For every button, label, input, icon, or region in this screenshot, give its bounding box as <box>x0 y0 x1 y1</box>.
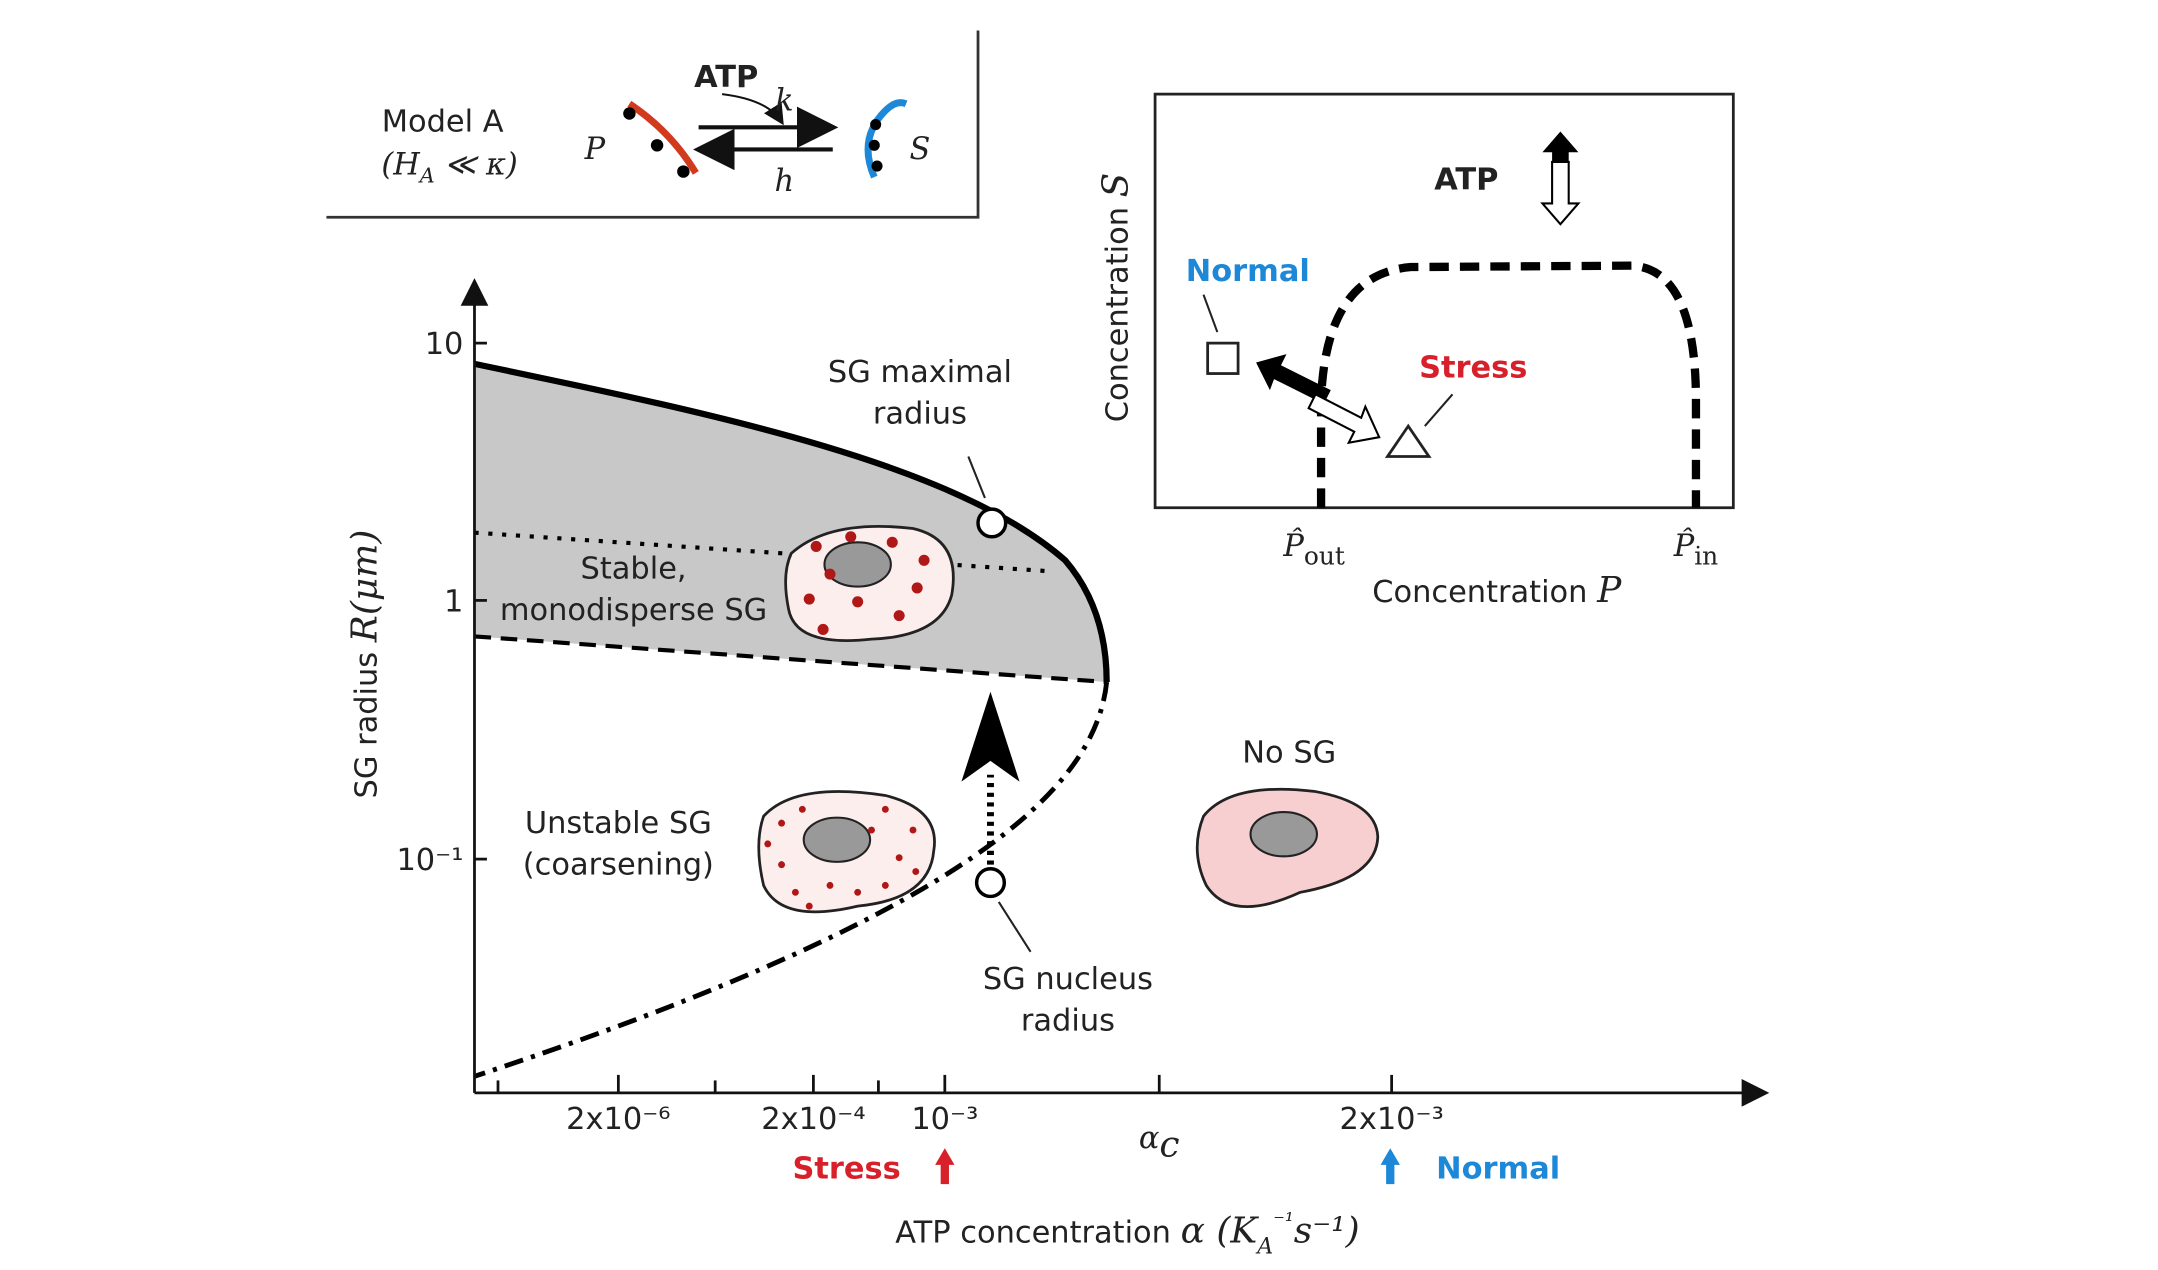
annotation: SG maximal <box>828 355 1012 390</box>
x-tick-label: αc <box>1139 1121 1180 1165</box>
lbl: α <box>1139 1121 1160 1156</box>
y-tick-label: 10⁻¹ <box>396 843 463 878</box>
lbl: α (K <box>1181 1210 1260 1251</box>
annotation: Stable, <box>581 551 687 586</box>
lbl: S <box>1095 173 1136 198</box>
x-tick-label: 2x10⁻⁶ <box>566 1102 670 1137</box>
lbl: P̂ <box>1282 529 1304 565</box>
lbl: R(μm) <box>344 530 385 644</box>
forward-rate: k <box>775 84 793 119</box>
annotation: SG nucleus <box>983 962 1153 997</box>
model-condition: (HA ≪ κ) <box>381 147 517 187</box>
x-axis-label: ATP concentration α (KA⁻¹s⁻¹) <box>895 1208 1359 1259</box>
model-box: Model A (HA ≪ κ) P ATP k h S <box>326 30 980 219</box>
cond: (H <box>381 147 421 182</box>
inset-atp: ATP <box>1434 163 1498 198</box>
annotation: Unstable SG <box>525 806 712 841</box>
normal-label: Normal <box>1436 1152 1560 1187</box>
backward-rate: h <box>775 164 795 199</box>
y-tick-label: 10 <box>425 327 464 362</box>
lbl: Concentration <box>1100 197 1135 422</box>
inset-x-label: Concentration P <box>1372 570 1622 611</box>
lbl: ⁻¹ <box>1273 1208 1294 1234</box>
inset-normal: Normal <box>1186 254 1310 289</box>
lbl: c <box>1159 1125 1179 1166</box>
lbl: out <box>1304 541 1345 570</box>
inset: Concentration S ATP Normal Stress P̂out … <box>1095 92 1735 611</box>
lbl: Concentration <box>1372 575 1597 610</box>
lbl: SG radius <box>349 642 384 798</box>
p-in: P̂in <box>1673 529 1718 571</box>
annotation: (coarsening) <box>523 847 714 882</box>
lbl: P̂ <box>1673 529 1695 565</box>
x-tick-label: 2x10⁻³ <box>1339 1102 1443 1137</box>
atp: ATP <box>694 60 758 95</box>
main-plot: 10 1 10⁻¹ SG radius R(μm) 2x10⁻⁶ 2x10⁻⁴ … <box>344 278 1770 1259</box>
x-tick-label: 2x10⁻⁴ <box>761 1102 865 1137</box>
model-title: Model A <box>382 104 504 139</box>
product: S <box>909 132 930 167</box>
lbl: A <box>1255 1233 1273 1259</box>
annotation: No SG <box>1242 735 1336 770</box>
y-tick-label: 1 <box>444 584 463 619</box>
cond: ≪ κ) <box>435 147 518 182</box>
reactant: P <box>584 132 606 167</box>
stress-label: Stress <box>792 1152 900 1187</box>
inset-y-label: Concentration S <box>1095 173 1136 423</box>
lbl: P <box>1596 570 1622 611</box>
annotation: monodisperse SG <box>500 593 767 628</box>
cond: A <box>418 164 435 188</box>
p-out: P̂out <box>1282 529 1345 571</box>
x-tick-label: 10⁻³ <box>911 1102 978 1137</box>
lbl: in <box>1694 541 1718 570</box>
y-axis-label: SG radius R(μm) <box>344 530 385 799</box>
annotation: radius <box>873 396 967 431</box>
inset-stress: Stress <box>1419 351 1527 386</box>
lbl: s⁻¹) <box>1294 1210 1360 1251</box>
annotation: radius <box>1021 1004 1115 1039</box>
lbl: ATP concentration <box>895 1215 1180 1250</box>
